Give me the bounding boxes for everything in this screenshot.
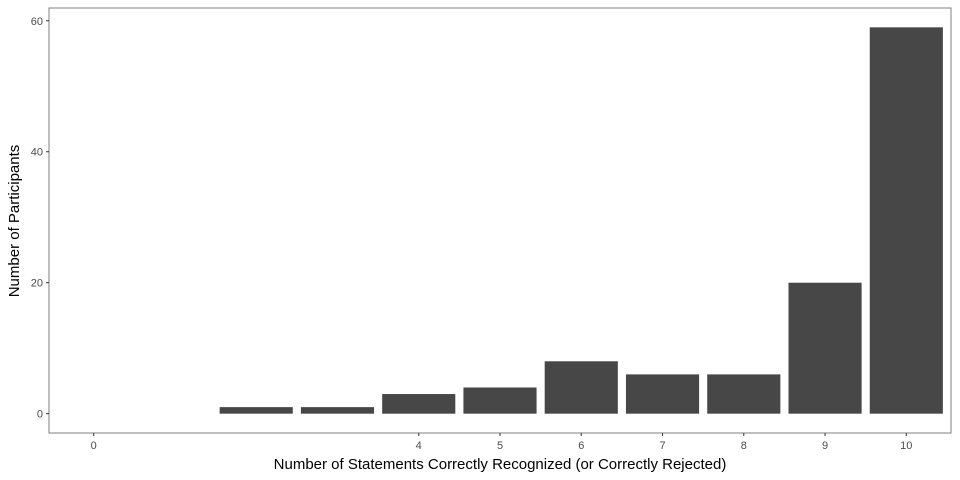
y-tick-label: 0 — [37, 409, 43, 421]
bar-8 — [707, 374, 781, 414]
x-tick-label: 7 — [659, 440, 665, 452]
y-tick-label: 60 — [31, 16, 43, 28]
bars-layer — [219, 27, 943, 414]
bar-10 — [869, 27, 943, 414]
bar-9 — [788, 282, 862, 414]
y-tick-label: 40 — [31, 147, 43, 159]
bar-5 — [463, 387, 537, 414]
x-tick-label: 5 — [497, 440, 503, 452]
y-axis-title: Number of Participants — [6, 145, 23, 298]
bar-2 — [219, 407, 293, 414]
x-tick-label: 8 — [741, 440, 747, 452]
x-axis-title: Number of Statements Correctly Recognize… — [274, 456, 727, 473]
bar-3 — [300, 407, 375, 414]
y-tick-label: 20 — [31, 278, 43, 290]
x-axis: 0 4 5 6 7 8 9 10 — [91, 433, 912, 452]
x-tick-label: 6 — [578, 440, 584, 452]
bar-7 — [625, 374, 700, 414]
y-axis: 0 20 40 60 — [31, 16, 49, 421]
x-tick-label: 9 — [822, 440, 828, 452]
x-tick-label: 0 — [91, 440, 97, 452]
x-tick-label: 4 — [416, 440, 422, 452]
x-tick-label: 10 — [900, 440, 912, 452]
bar-6 — [544, 361, 618, 414]
bar-4 — [382, 394, 456, 414]
